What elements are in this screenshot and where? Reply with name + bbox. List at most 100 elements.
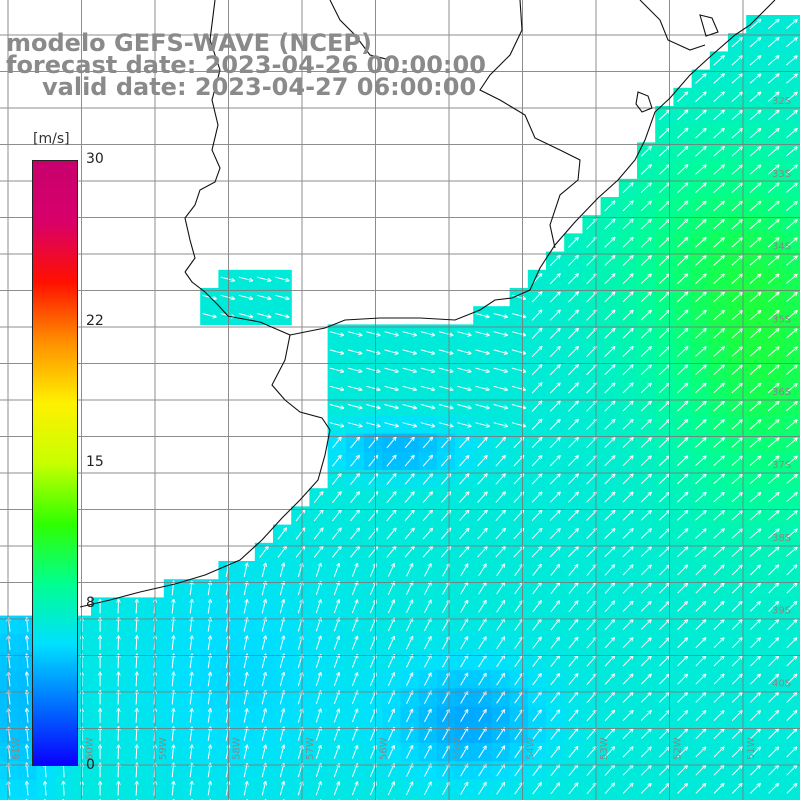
wind-arrow: [749, 256, 761, 266]
latitude-label: 32S: [772, 96, 791, 107]
wind-arrow: [640, 238, 651, 248]
wind-arrow: [695, 147, 706, 157]
wind-speed-cell: [709, 797, 729, 800]
wind-arrow: [586, 238, 597, 248]
colorbar-tick-label: 8: [86, 595, 95, 612]
wind-arrow: [749, 20, 761, 30]
wind-arrow: [767, 92, 779, 102]
wind-arrow: [622, 183, 633, 194]
wind-arrow: [640, 147, 651, 157]
wind-arrow: [713, 129, 724, 139]
wind-arrow: [622, 238, 633, 248]
wind-arrow: [767, 129, 779, 139]
wind-arrow: [767, 256, 779, 266]
wind-arrow: [586, 256, 597, 267]
wind-arrow: [786, 220, 797, 230]
wind-speed-cell: [673, 797, 693, 800]
longitude-label: 56W: [379, 737, 390, 760]
wind-arrow: [749, 165, 761, 175]
wind-arrow: [622, 201, 633, 212]
wind-arrow: [677, 238, 687, 248]
wind-arrow: [695, 129, 706, 139]
wind-arrow: [749, 238, 761, 248]
wind-arrow: [786, 111, 797, 120]
wind-speed-cell: [72, 797, 92, 800]
wind-arrow: [695, 220, 706, 230]
wind-arrow: [658, 110, 669, 121]
wind-speed-cell: [309, 797, 329, 800]
wind-speed-cell: [618, 797, 638, 800]
wind-speed-cell: [36, 797, 56, 800]
wind-arrow: [713, 92, 724, 102]
wind-arrow: [731, 220, 742, 230]
valid-date: valid date: 2023-04-27 06:00:00: [42, 73, 477, 101]
wind-arrow: [767, 220, 779, 230]
wind-speed-cell: [236, 797, 256, 800]
longitude-label: 61W: [11, 737, 22, 760]
wind-arrow: [713, 238, 724, 248]
wind-arrow: [640, 183, 651, 194]
wind-arrow: [640, 165, 651, 175]
wind-speed-cell: [509, 797, 529, 800]
wind-arrow: [786, 129, 797, 139]
wind-arrow: [786, 256, 797, 266]
wind-arrow: [767, 56, 779, 66]
wind-speed-cell: [455, 797, 474, 800]
wind-arrow: [767, 202, 779, 212]
wind-arrow: [786, 56, 797, 66]
wind-speed-cell: [400, 797, 420, 800]
wind-speed-cell: [691, 797, 711, 800]
wind-arrow: [677, 147, 687, 157]
wind-arrow: [749, 92, 761, 102]
longitude-label: 52W: [673, 737, 684, 760]
wind-arrow: [549, 256, 560, 267]
wind-arrow: [749, 202, 761, 212]
wind-arrow: [786, 74, 797, 84]
wind-arrow: [677, 110, 687, 121]
wind-arrow: [767, 165, 779, 175]
wind-arrow: [658, 165, 669, 175]
wind-arrow: [749, 74, 761, 84]
wind-arrow: [786, 147, 797, 157]
wind-arrow: [658, 147, 669, 157]
wind-arrow: [767, 111, 779, 121]
wind-arrow: [731, 74, 742, 84]
wind-arrow: [695, 238, 706, 248]
wind-arrow: [622, 256, 633, 266]
wind-arrow: [786, 238, 797, 248]
colorbar: [32, 160, 78, 766]
wind-arrow: [622, 219, 633, 230]
wind-arrows: [8, 20, 797, 800]
wind-arrow: [713, 256, 724, 266]
wind-arrow: [786, 202, 797, 211]
wind-arrow: [731, 202, 742, 212]
wind-arrow: [640, 256, 651, 266]
wind-arrow: [677, 201, 687, 212]
latitude-label: 37S: [772, 460, 791, 471]
wind-arrow: [658, 183, 669, 194]
wind-speed-cell: [546, 797, 565, 800]
wind-arrow: [786, 38, 797, 48]
wind-arrow: [786, 183, 797, 193]
wind-arrow: [677, 165, 687, 175]
wind-arrow: [658, 201, 669, 212]
wind-arrow: [695, 110, 706, 121]
wind-arrow: [713, 56, 724, 66]
wind-speed-cell: [382, 797, 401, 800]
wind-arrow: [749, 38, 761, 48]
wind-speed-cell: [527, 797, 547, 800]
wind-arrow: [604, 256, 615, 266]
longitude-label: 58W: [232, 737, 243, 760]
wind-arrow: [749, 147, 761, 157]
wind-speed-cell: [345, 797, 365, 800]
wind-arrow: [767, 183, 779, 193]
wind-arrow: [658, 238, 669, 248]
wind-arrow: [640, 201, 651, 212]
wind-arrow: [731, 129, 742, 139]
wind-arrow: [568, 238, 578, 248]
wind-arrow: [713, 165, 724, 175]
wind-speed-cell: [655, 797, 674, 800]
wind-arrow: [695, 165, 706, 175]
